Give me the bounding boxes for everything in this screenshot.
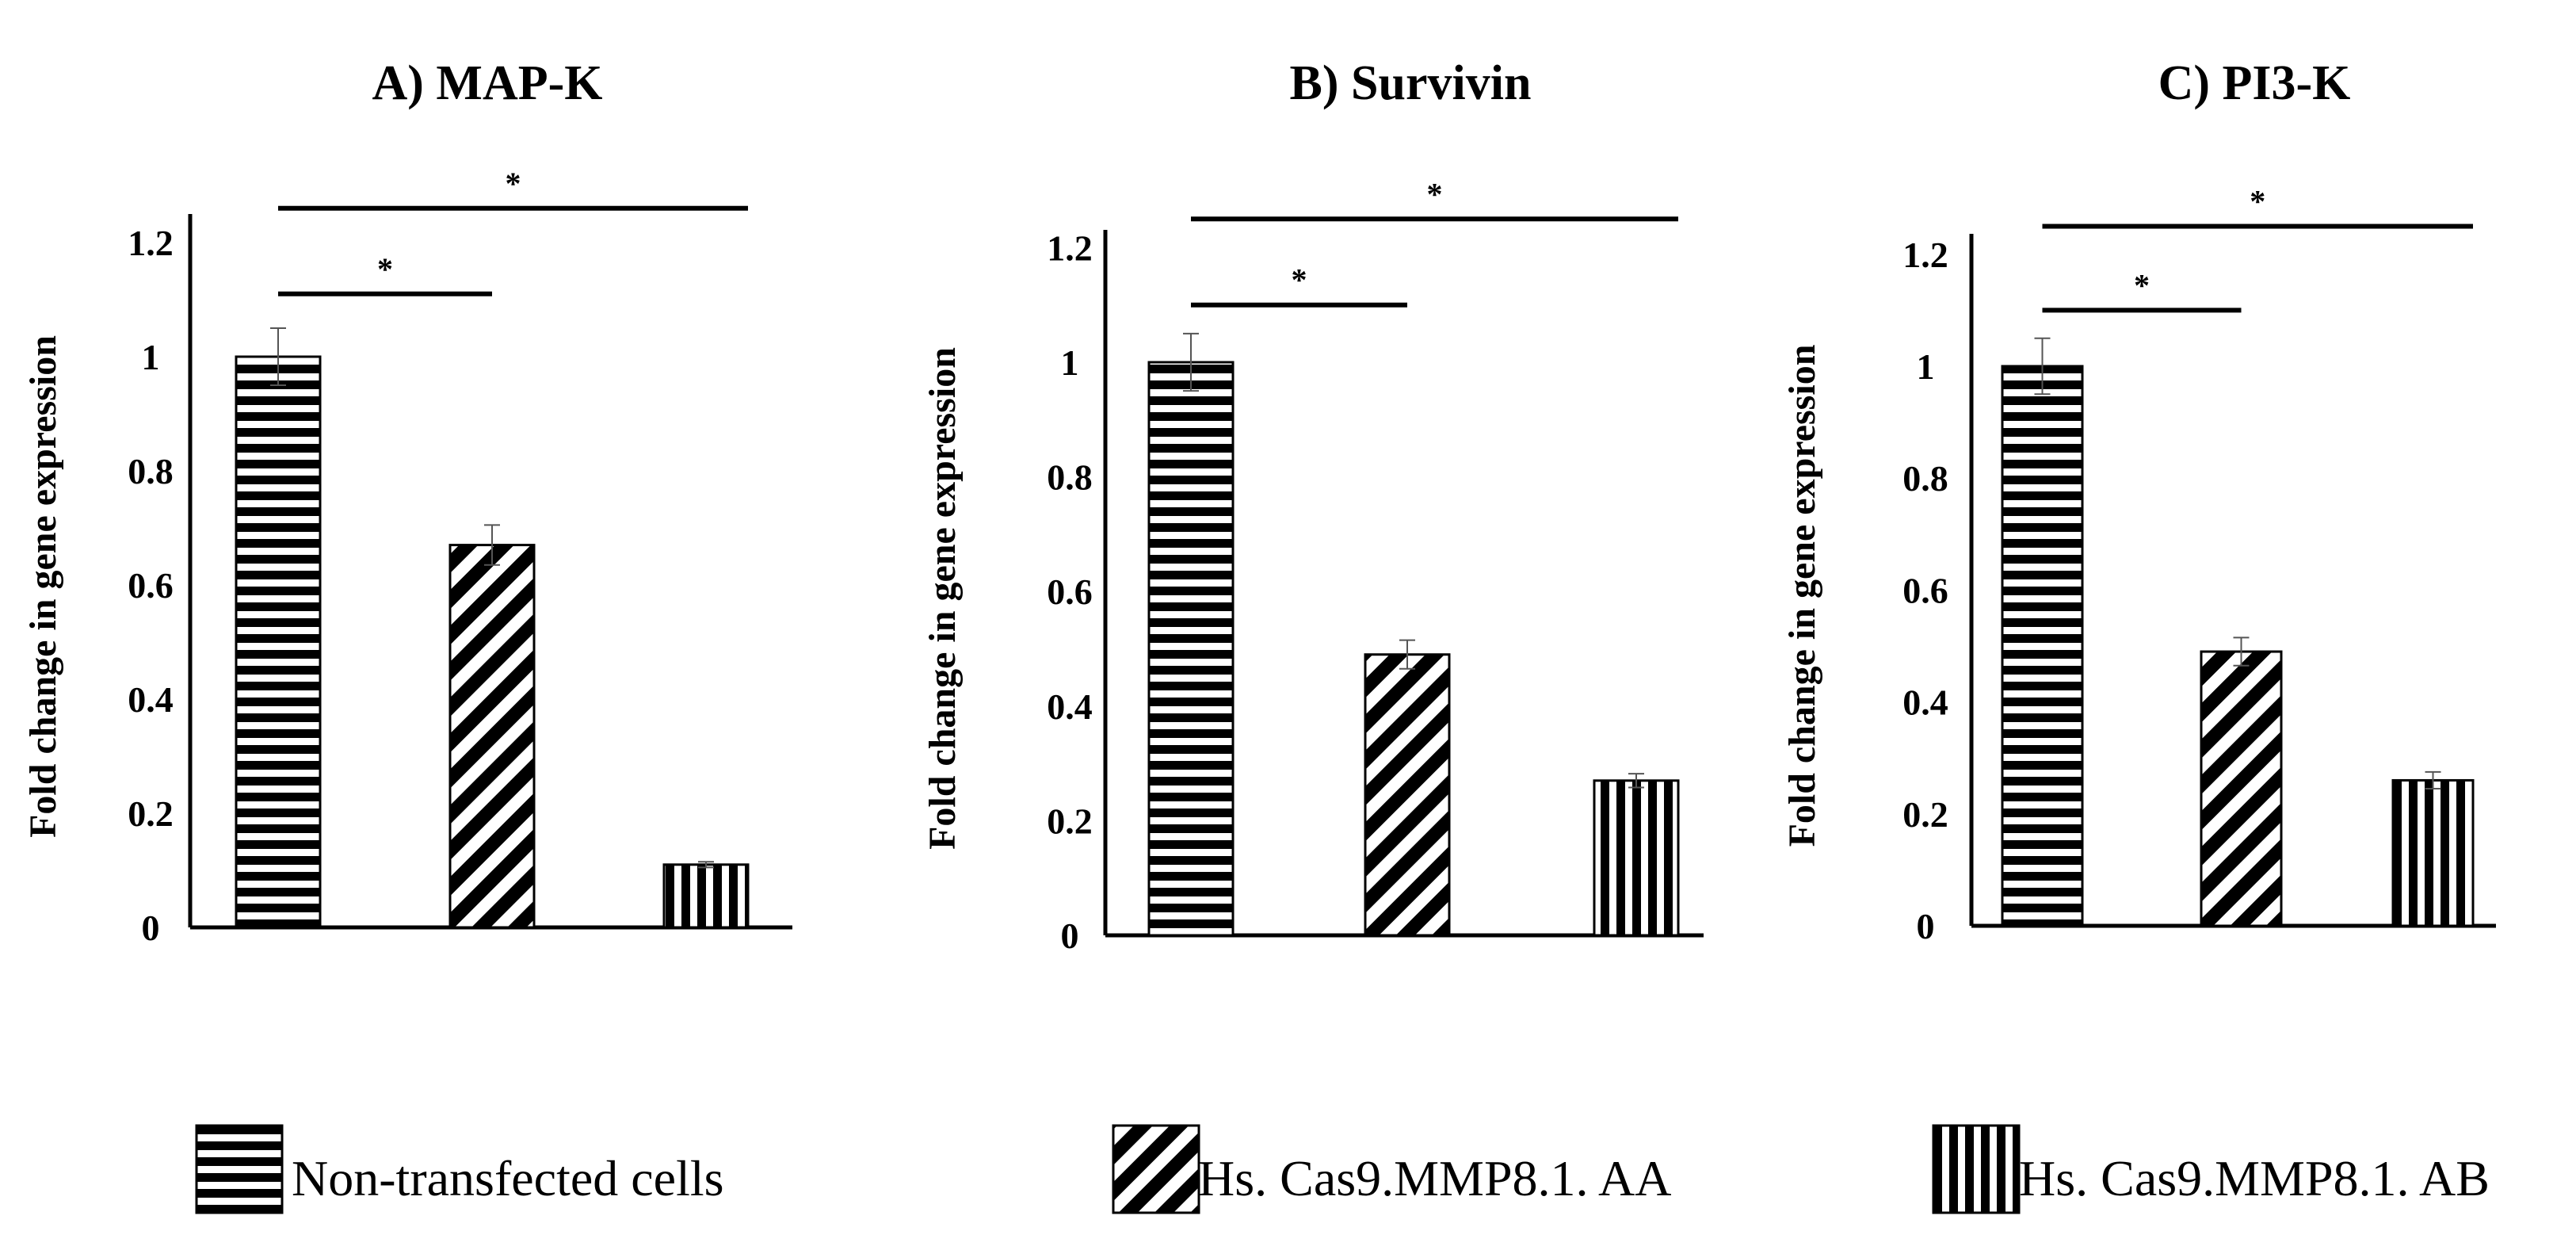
error-bar (2233, 636, 2250, 667)
legend-swatch (195, 1124, 284, 1214)
y-tick-label: 1.2 (128, 223, 174, 263)
bar-2 (2200, 650, 2283, 927)
significance-star: * (506, 166, 521, 201)
panel-title: B) Survivin (1290, 56, 1532, 110)
y-tick-label: 0.8 (1902, 458, 1948, 499)
legend-swatch (1112, 1124, 1200, 1214)
legend: Non-transfected cells Hs. Cas9.MMP8.1. AA… (195, 1124, 2490, 1214)
legend-label: Hs. Cas9.MMP8.1. AA (1198, 1150, 1671, 1206)
bar-1 (1147, 361, 1235, 937)
y-tick-label: 0.6 (1047, 571, 1093, 612)
y-tick-label: 1.2 (1902, 235, 1948, 275)
panel-title: C) PI3-K (2158, 56, 2351, 110)
y-axis-label: Fold change in gene expression (22, 335, 64, 838)
y-tick-label: 0.4 (1047, 686, 1093, 727)
y-tick-label: 0.4 (128, 679, 174, 720)
legend-item-3: Hs. Cas9.MMP8.1. AB (1932, 1124, 2490, 1214)
y-tick-label: 1 (1061, 342, 1079, 383)
panel-title: A) MAP-K (372, 56, 603, 110)
chart-panel-1: A) MAP-K Fold change in gene expression 0 0… (22, 56, 792, 948)
bar-1 (235, 355, 322, 929)
y-tick-label: 0.2 (1047, 801, 1093, 841)
error-bar (1183, 332, 1199, 392)
significance-star: * (2250, 184, 2265, 220)
y-tick-label: 0.8 (1047, 457, 1093, 498)
error-bar (1628, 773, 1644, 789)
bar-3 (1593, 779, 1680, 937)
legend-item-1: Non-transfected cells (195, 1124, 724, 1214)
y-tick-label: 1 (142, 337, 160, 377)
error-bar (484, 524, 500, 566)
y-tick-label: 0 (1061, 916, 1079, 956)
y-tick-label: 0.6 (128, 565, 174, 606)
legend-swatch (1932, 1124, 2021, 1214)
y-axis-label: Fold change in gene expression (922, 347, 964, 850)
y-tick-label: 1 (1917, 346, 1935, 387)
error-bar (1399, 639, 1415, 670)
significance-star: * (1427, 176, 1443, 212)
significance-star: * (2134, 267, 2150, 303)
chart-panel-2: B) Survivin Fold change in gene expressio… (922, 56, 1704, 956)
y-tick-label: 0.8 (128, 451, 174, 491)
y-axis-label: Fold change in gene expression (1781, 345, 1823, 847)
legend-label: Non-transfected cells (292, 1150, 724, 1206)
legend-label: Hs. Cas9.MMP8.1. AB (2019, 1150, 2490, 1206)
error-bar (270, 327, 286, 386)
y-tick-label: 0 (142, 908, 160, 948)
bar-3 (2391, 778, 2475, 927)
bar-2 (448, 544, 536, 929)
y-tick-label: 0.2 (128, 793, 174, 834)
y-tick-label: 0.6 (1902, 570, 1948, 610)
significance-star: * (1292, 262, 1307, 298)
legend-item-2: Hs. Cas9.MMP8.1. AA (1112, 1124, 1671, 1214)
bar-3 (662, 863, 750, 929)
y-tick-label: 0 (1917, 906, 1935, 946)
error-bar (2034, 337, 2051, 396)
y-tick-label: 0.4 (1902, 682, 1948, 723)
error-bar (2425, 770, 2441, 790)
y-tick-label: 0.2 (1902, 794, 1948, 835)
y-tick-label: 1.2 (1047, 227, 1093, 268)
bar-2 (1364, 653, 1451, 937)
chart-panel-3: C) PI3-K Fold change in gene expression 0 0… (1781, 56, 2496, 946)
error-bar (698, 861, 714, 869)
significance-star: * (377, 251, 393, 287)
bar-1 (2001, 365, 2084, 927)
